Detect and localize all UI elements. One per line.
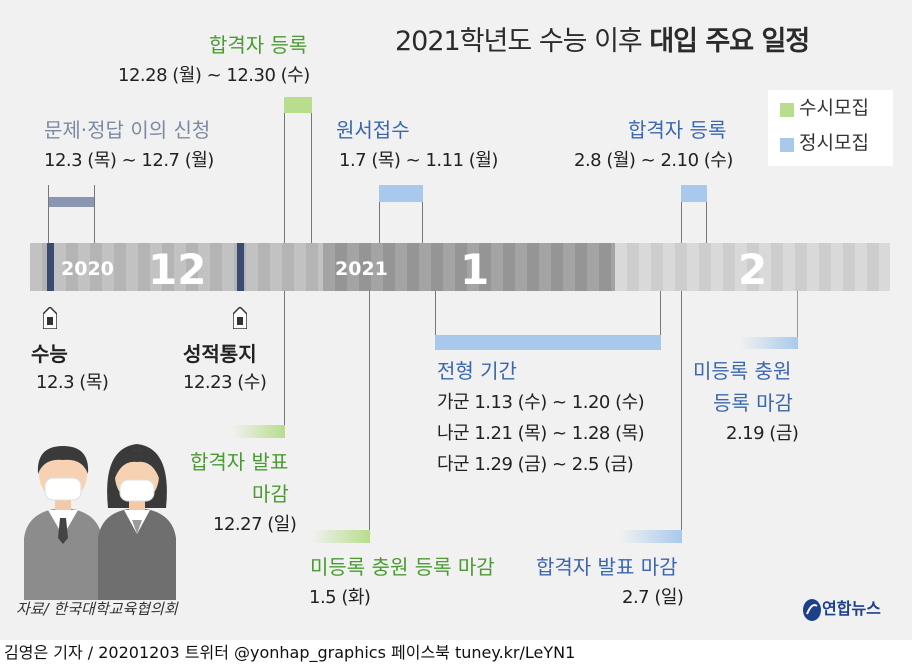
csat-date: 12.3 (목) — [36, 372, 109, 393]
application-line-right — [422, 202, 423, 243]
selection-line-left — [435, 291, 436, 349]
logo-icon — [803, 599, 821, 621]
objection-bar — [48, 197, 94, 207]
timeline-segment-february — [615, 243, 890, 291]
reg-regular-date: 2.8 (월) ~ 2.10 (수) — [574, 150, 733, 171]
pencil-icon — [233, 307, 247, 329]
csat-title: 수능 — [31, 342, 68, 366]
application-line-left — [379, 202, 380, 243]
reg-regular-title: 합격자 등록 — [628, 118, 727, 142]
legend: 수시모집 정시모집 — [768, 90, 893, 166]
selection-row-ga: 가군 1.13 (수) ~ 1.20 (수) — [437, 392, 645, 413]
extra-reg-regular-bar — [740, 337, 798, 349]
announce-early-date: 12.27 (일) — [213, 514, 297, 535]
extra-reg-early-title: 미등록 충원 등록 마감 — [310, 555, 495, 579]
announce-early-title-2: 마감 — [252, 482, 289, 506]
male-student-icon — [24, 446, 102, 600]
reg-early-line-right — [311, 113, 312, 243]
application-bar — [379, 185, 423, 202]
reg-early-bar — [284, 97, 312, 113]
reg-regular-line-right — [706, 202, 707, 243]
announce-regular-bar — [620, 530, 682, 543]
announce-regular-title: 합격자 발표 마감 — [536, 555, 678, 579]
year-label-2021: 2021 — [335, 258, 388, 280]
female-student-icon — [98, 444, 176, 600]
csat-mark — [47, 243, 54, 291]
legend-label-regular: 정시모집 — [799, 132, 869, 154]
results-title: 성적통지 — [183, 342, 257, 366]
year-label-2020: 2020 — [61, 258, 114, 280]
logo-text: 연합뉴스 — [822, 599, 881, 618]
page-title: 2021학년도 수능 이후 대입 주요 일정 — [395, 26, 810, 57]
timeline-segment-january — [323, 243, 615, 291]
legend-swatch-early — [780, 103, 794, 117]
application-title: 원서접수 — [336, 118, 410, 142]
extra-reg-early-date: 1.5 (화) — [309, 587, 371, 608]
month-label-february: 2 — [738, 245, 768, 294]
reg-early-line-left — [284, 113, 285, 243]
objection-line-right — [94, 185, 95, 243]
extra-reg-regular-date: 2.19 (금) — [726, 423, 799, 444]
month-label-january: 1 — [460, 245, 490, 294]
selection-row-da: 다군 1.29 (금) ~ 2.5 (금) — [437, 454, 634, 475]
objection-date: 12.3 (목) ~ 12.7 (월) — [44, 150, 214, 171]
reg-early-title: 합격자 등록 — [209, 33, 308, 57]
selection-line-right — [660, 291, 661, 349]
infographic-card: 2021학년도 수능 이후 대입 주요 일정 수시모집 정시모집 합격자 등록 … — [0, 0, 912, 640]
objection-title: 문제·정답 이의 신청 — [44, 118, 211, 142]
selection-title: 전형 기간 — [437, 359, 517, 383]
announce-regular-line — [681, 291, 682, 537]
selection-bar — [435, 335, 661, 350]
reg-early-date: 12.28 (월) ~ 12.30 (수) — [118, 65, 310, 86]
extra-reg-regular-title-1: 미등록 충원 — [693, 359, 792, 383]
results-mark — [237, 243, 244, 291]
results-date: 12.23 (수) — [183, 372, 267, 393]
reg-regular-line-left — [681, 202, 682, 243]
announce-early-title-1: 합격자 발표 — [190, 450, 289, 474]
selection-row-na: 나군 1.21 (목) ~ 1.28 (목) — [437, 423, 645, 444]
source-text: 자료/ 한국대학교육협의회 — [16, 600, 178, 618]
extra-reg-regular-line — [797, 291, 798, 339]
announce-early-bar — [232, 425, 285, 438]
application-date: 1.7 (목) ~ 1.11 (월) — [339, 150, 498, 171]
extra-reg-early-line — [369, 291, 370, 537]
legend-label-early: 수시모집 — [799, 97, 869, 119]
announce-regular-date: 2.7 (일) — [622, 587, 684, 608]
announce-early-line — [284, 291, 285, 434]
footer: 김영은 기자 / 20201203 트위터 @yonhap_graphics 페… — [0, 640, 912, 668]
extra-reg-early-bar — [311, 530, 370, 543]
extra-reg-regular-title-2: 등록 마감 — [713, 391, 793, 415]
legend-swatch-regular — [780, 138, 794, 152]
footer-credit: 김영은 기자 / 20201203 트위터 @yonhap_graphics 페… — [4, 643, 576, 662]
objection-line-left — [48, 185, 49, 243]
reg-regular-bar — [681, 185, 707, 202]
month-label-december: 12 — [148, 245, 207, 294]
pencil-icon — [43, 307, 57, 329]
